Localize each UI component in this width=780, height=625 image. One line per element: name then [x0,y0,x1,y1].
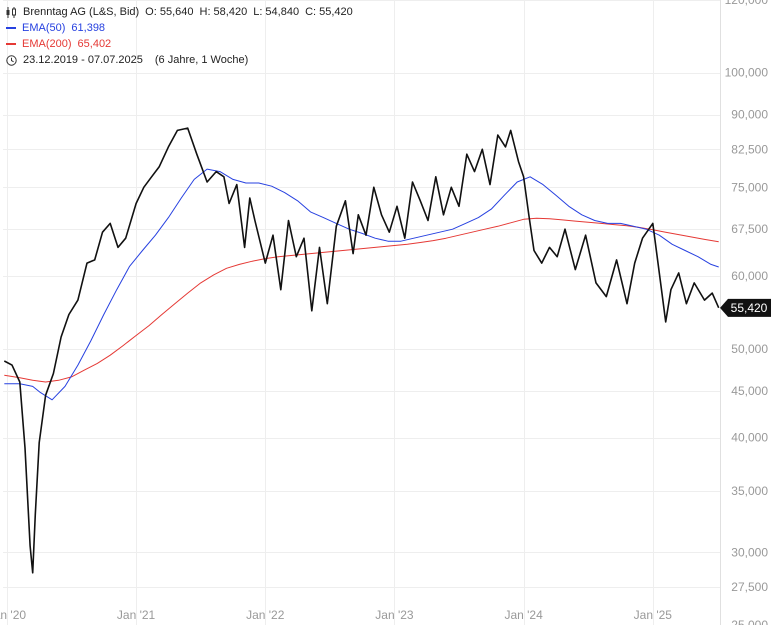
x-axis: Jan '20 Jan '21 Jan '22 Jan '23 Jan '24 Jan '… [0,608,672,622]
x-tick-label: Jan '24 [504,608,543,622]
y-tick-label: 25,000 [731,618,768,625]
chart-legend: Brenntag AG (L&S, Bid) O: 55,640 H: 58,4… [6,4,353,68]
y-tick-label: 40,000 [731,431,768,445]
ohlc-close: C: 55,420 [305,6,353,18]
legend-ema50-row[interactable]: EMA(50) 61,398 [6,20,353,36]
y-tick-label: 60,000 [731,269,768,283]
y-tick-label: 75,000 [731,180,768,194]
y-tick-label: 35,000 [731,484,768,498]
legend-range-row[interactable]: 23.12.2019 - 07.07.2025 (6 Jahre, 1 Woch… [6,52,353,68]
y-tick-label: 45,000 [731,384,768,398]
last-price-tag [720,298,771,317]
y-axis: 120,000 100,000 90,000 82,500 75,000 67,500 60… [725,0,769,625]
y-tick-label: 90,000 [731,108,768,122]
instrument-title: Brenntag AG (L&S, Bid) [23,6,140,18]
clock-icon [6,54,17,66]
chart-grid [3,0,720,625]
ema50-label: EMA(50) [22,22,66,34]
ohlc-high: H: 58,420 [199,6,248,18]
legend-instrument-row: Brenntag AG (L&S, Bid) O: 55,640 H: 58,4… [6,4,353,20]
ema50-series-line [4,168,719,401]
ema50-value: 61,398 [71,22,106,34]
x-tick-label: Jan '25 [634,608,673,622]
price-series-line [3,127,720,574]
x-tick-label: Jan '23 [375,608,414,622]
y-tick-label: 67,500 [731,222,768,236]
y-tick-label: 30,000 [731,545,768,559]
ema200-swatch [6,43,16,45]
y-tick-label: 120,000 [725,0,769,7]
last-price-label: 55,420 [731,301,768,315]
date-range: 23.12.2019 - 07.07.2025 [23,54,143,66]
ema200-label: EMA(200) [22,38,72,50]
y-tick-label: 50,000 [731,342,768,356]
ohlc-low: L: 54,840 [253,6,300,18]
y-tick-label: 27,500 [731,580,768,594]
series-layer [3,127,720,574]
candlestick-icon [6,6,17,18]
last-price-marker: 55,420 [720,298,771,317]
x-tick-label: Jan '21 [117,608,156,622]
y-tick-label: 82,500 [731,142,768,156]
ema50-swatch [6,27,16,29]
ohlc-open: O: 55,640 [145,6,194,18]
x-tick-label: Jan '22 [246,608,285,622]
y-tick-label: 100,000 [725,66,769,80]
ema200-value: 65,402 [77,38,112,50]
x-tick-label: Jan '20 [0,608,26,622]
legend-ema200-row[interactable]: EMA(200) 65,402 [6,36,353,52]
ema200-series-line [4,217,719,383]
period-label: (6 Jahre, 1 Woche) [154,54,249,66]
